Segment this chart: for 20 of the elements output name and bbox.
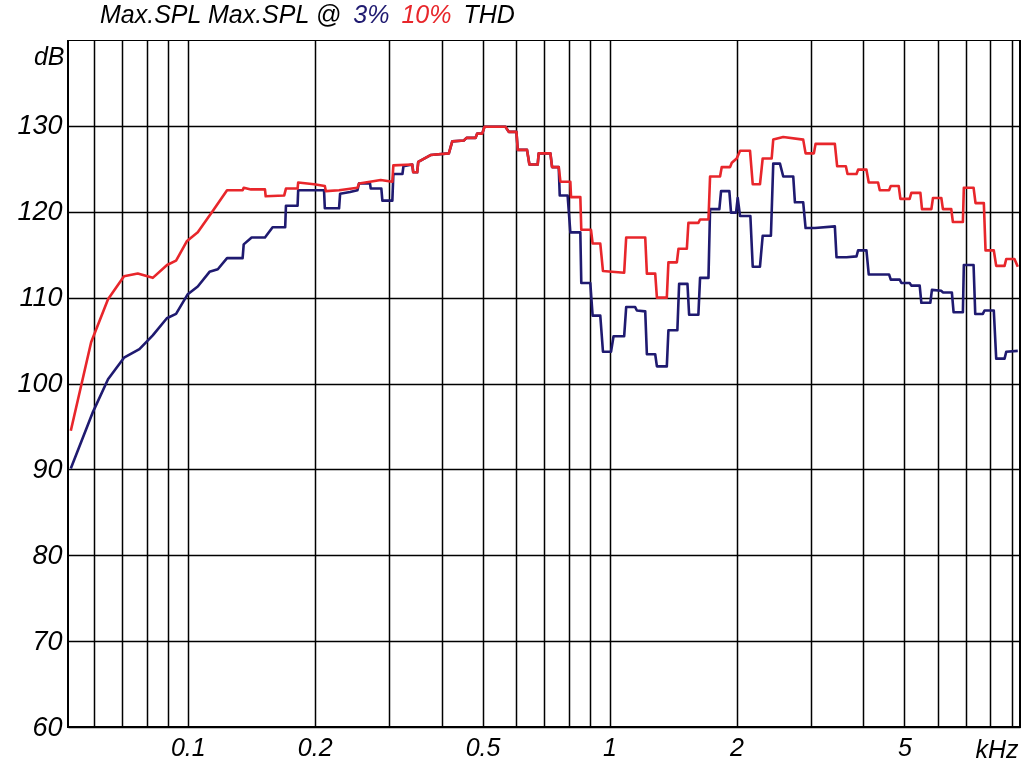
chart-title: Max.SPL Max.SPL @ xyxy=(100,0,342,28)
text: 3% xyxy=(353,0,390,28)
x-tick-label: 1 xyxy=(603,732,618,761)
y-tick-label: 110 xyxy=(19,282,63,313)
text: THD xyxy=(463,0,515,28)
y-tick-label: 60 xyxy=(32,711,63,742)
text: 10% xyxy=(401,0,452,28)
y-tick-label: 70 xyxy=(32,625,63,656)
y-tick-label: 120 xyxy=(17,196,63,227)
y-axis-title: dB xyxy=(33,41,65,70)
x-tick-label: 5 xyxy=(897,732,912,761)
x-tick-label: 0.2 xyxy=(297,732,333,761)
y-tick-label: 90 xyxy=(32,453,63,484)
y-tick-label: 100 xyxy=(17,368,63,398)
x-tick-label: 0.1 xyxy=(170,732,206,761)
x-tick-label: 2 xyxy=(729,732,745,761)
y-tick-label: 80 xyxy=(32,539,63,570)
x-tick-label: 0.5 xyxy=(465,732,501,761)
y-tick-label: 130 xyxy=(17,110,63,141)
x-axis-title: kHz xyxy=(975,734,1019,763)
